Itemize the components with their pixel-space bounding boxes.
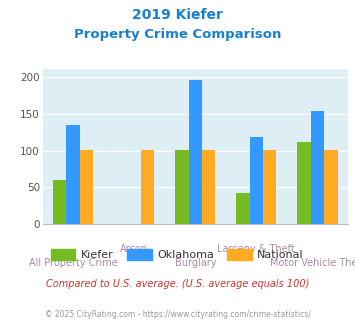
Text: © 2025 CityRating.com - https://www.cityrating.com/crime-statistics/: © 2025 CityRating.com - https://www.city… <box>45 310 310 319</box>
Text: Larceny & Theft: Larceny & Theft <box>217 244 295 254</box>
Legend: Kiefer, Oklahoma, National: Kiefer, Oklahoma, National <box>47 245 308 265</box>
Bar <box>66 125 80 224</box>
Bar <box>141 150 154 224</box>
Text: 2019 Kiefer: 2019 Kiefer <box>132 8 223 22</box>
Bar <box>189 80 202 224</box>
Text: Motor Vehicle Theft: Motor Vehicle Theft <box>270 258 355 268</box>
Text: Compared to U.S. average. (U.S. average equals 100): Compared to U.S. average. (U.S. average … <box>46 279 309 289</box>
Bar <box>263 150 277 224</box>
Text: Property Crime Comparison: Property Crime Comparison <box>74 28 281 41</box>
Bar <box>202 150 215 224</box>
Text: Arson: Arson <box>120 244 148 254</box>
Text: All Property Crime: All Property Crime <box>29 258 118 268</box>
Bar <box>53 180 66 224</box>
Bar <box>236 193 250 224</box>
Bar <box>297 142 311 224</box>
Bar <box>175 150 189 224</box>
Bar <box>80 150 93 224</box>
Bar <box>250 137 263 224</box>
Bar <box>324 150 338 224</box>
Bar <box>311 112 324 224</box>
Text: Burglary: Burglary <box>175 258 216 268</box>
